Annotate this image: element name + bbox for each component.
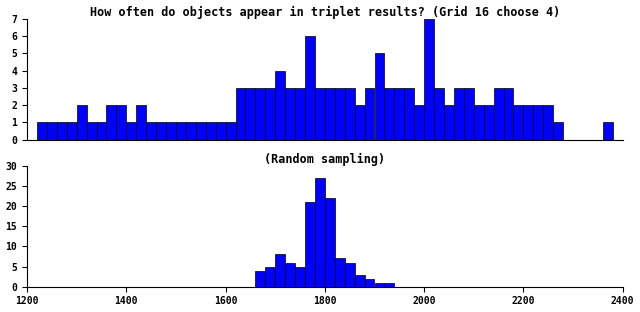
Bar bbox=[374, 283, 385, 287]
Bar bbox=[205, 122, 216, 140]
Bar bbox=[116, 105, 126, 140]
Bar bbox=[295, 88, 305, 140]
Bar bbox=[295, 266, 305, 287]
Bar bbox=[355, 275, 365, 287]
Bar bbox=[504, 88, 513, 140]
Bar bbox=[315, 178, 325, 287]
Bar bbox=[454, 88, 464, 140]
Bar bbox=[444, 105, 454, 140]
Bar bbox=[464, 88, 474, 140]
Bar bbox=[474, 105, 484, 140]
Bar bbox=[345, 262, 355, 287]
Bar bbox=[355, 105, 365, 140]
Bar bbox=[404, 88, 414, 140]
Bar bbox=[106, 105, 116, 140]
Bar bbox=[196, 122, 205, 140]
Bar bbox=[77, 105, 86, 140]
Bar bbox=[374, 53, 385, 140]
Bar bbox=[275, 255, 285, 287]
Bar bbox=[325, 88, 335, 140]
Bar bbox=[543, 105, 553, 140]
Bar bbox=[603, 122, 612, 140]
Bar bbox=[285, 262, 295, 287]
Bar bbox=[146, 122, 156, 140]
Bar bbox=[216, 122, 225, 140]
Bar bbox=[266, 88, 275, 140]
Bar bbox=[97, 122, 106, 140]
Bar bbox=[345, 88, 355, 140]
Bar bbox=[533, 105, 543, 140]
Bar bbox=[275, 71, 285, 140]
Bar bbox=[166, 122, 176, 140]
Bar bbox=[186, 122, 196, 140]
Bar bbox=[335, 258, 345, 287]
Bar bbox=[236, 88, 245, 140]
Bar bbox=[315, 88, 325, 140]
Bar bbox=[385, 88, 394, 140]
Bar bbox=[136, 105, 146, 140]
Bar bbox=[47, 122, 57, 140]
Bar bbox=[266, 266, 275, 287]
Bar bbox=[255, 88, 266, 140]
Bar bbox=[325, 198, 335, 287]
Bar bbox=[424, 19, 434, 140]
Bar bbox=[394, 88, 404, 140]
Bar bbox=[245, 88, 255, 140]
Bar bbox=[434, 88, 444, 140]
Bar bbox=[365, 279, 374, 287]
Title: How often do objects appear in triplet results? (Grid 16 choose 4): How often do objects appear in triplet r… bbox=[90, 6, 560, 19]
Bar bbox=[156, 122, 166, 140]
Bar bbox=[305, 202, 315, 287]
Bar bbox=[524, 105, 533, 140]
Bar bbox=[414, 105, 424, 140]
Bar bbox=[176, 122, 186, 140]
Bar bbox=[365, 88, 374, 140]
Bar bbox=[126, 122, 136, 140]
Bar bbox=[67, 122, 77, 140]
Bar bbox=[493, 88, 504, 140]
Bar bbox=[553, 122, 563, 140]
Bar bbox=[255, 271, 266, 287]
Bar bbox=[513, 105, 524, 140]
Bar bbox=[484, 105, 493, 140]
Bar bbox=[385, 283, 394, 287]
Bar bbox=[57, 122, 67, 140]
Bar bbox=[335, 88, 345, 140]
Bar bbox=[37, 122, 47, 140]
Bar bbox=[225, 122, 236, 140]
Bar bbox=[285, 88, 295, 140]
Title: (Random sampling): (Random sampling) bbox=[264, 153, 385, 166]
Bar bbox=[305, 36, 315, 140]
Bar bbox=[86, 122, 97, 140]
